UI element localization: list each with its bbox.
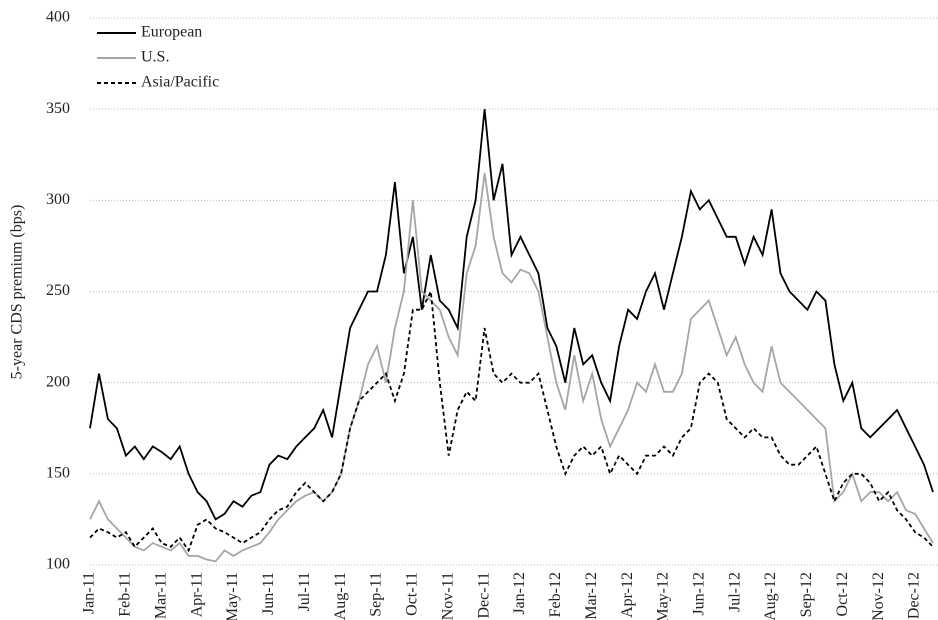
x-tick-label: Oct-12 [834, 572, 851, 616]
series-line [89, 288, 934, 553]
series-line [89, 109, 934, 521]
y-tick-label: 150 [46, 465, 70, 482]
x-tick-label: Nov-11 [439, 572, 456, 620]
x-tick-label: May-12 [655, 572, 672, 620]
x-tick-label: Sep-11 [368, 572, 385, 617]
x-tick-label: Mar-12 [583, 572, 600, 620]
x-tick-label: May-11 [224, 572, 241, 620]
x-tick-label: Jul-11 [296, 572, 313, 611]
legend-label: European [141, 24, 202, 41]
x-tick-label: Jan-12 [511, 572, 528, 615]
x-tick-label: Sep-12 [798, 572, 815, 617]
x-tick-label: Apr-11 [188, 572, 205, 617]
x-tick-label: Jul-12 [726, 572, 743, 612]
x-tick-label: Mar-11 [152, 572, 169, 619]
y-tick-label: 200 [46, 373, 70, 390]
series-line [89, 172, 934, 563]
x-tick-label: Feb-11 [117, 572, 134, 617]
legend-label: Asia/Pacific [141, 74, 219, 91]
y-tick-label: 250 [46, 282, 70, 299]
x-tick-label: Aug-11 [332, 572, 349, 620]
x-tick-label: Oct-11 [404, 572, 421, 616]
x-tick-label: Feb-12 [547, 572, 564, 617]
y-tick-label: 300 [46, 191, 70, 208]
x-tick-label: Apr-12 [619, 572, 636, 618]
x-tick-label: Jun-11 [260, 572, 277, 615]
legend-label: U.S. [141, 49, 169, 66]
x-tick-label: Aug-12 [762, 572, 779, 620]
x-tick-label: Dec-11 [475, 572, 492, 619]
y-tick-label: 400 [46, 9, 70, 26]
y-axis-label: 5-year CDS premium (bps) [9, 205, 26, 380]
y-tick-label: 100 [46, 556, 70, 573]
y-tick-label: 350 [46, 100, 70, 117]
x-tick-label: Jan-11 [81, 572, 98, 614]
x-tick-label: Dec-12 [906, 572, 923, 619]
x-tick-label: Jun-12 [691, 572, 708, 616]
x-tick-label: Nov-12 [870, 572, 887, 620]
